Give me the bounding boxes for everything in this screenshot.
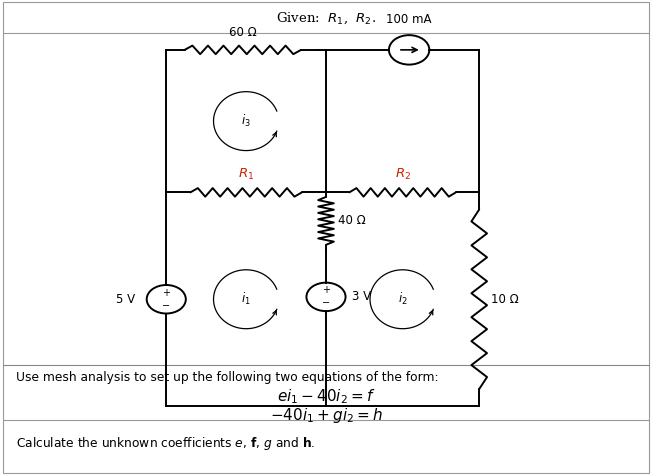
Text: +: + xyxy=(162,288,170,298)
Text: 100 mA: 100 mA xyxy=(387,13,432,26)
Text: $i_3$: $i_3$ xyxy=(241,113,251,129)
Text: $i_2$: $i_2$ xyxy=(398,291,408,307)
Text: Calculate the unknown coefficients $e$, $\mathbf{f}$, $g$ and $\mathbf{h}$.: Calculate the unknown coefficients $e$, … xyxy=(16,435,316,452)
Text: $-40i_1 + gi_2 = h$: $-40i_1 + gi_2 = h$ xyxy=(269,406,383,425)
Text: $ei_1 - 40i_2 = f$: $ei_1 - 40i_2 = f$ xyxy=(276,388,376,406)
Text: 40 Ω: 40 Ω xyxy=(338,214,366,228)
Text: −: − xyxy=(322,298,330,308)
Text: −: − xyxy=(162,301,170,311)
Text: +: + xyxy=(322,285,330,295)
Text: 60 Ω: 60 Ω xyxy=(229,27,257,39)
Text: $R_2$: $R_2$ xyxy=(394,167,411,182)
Text: 5 V: 5 V xyxy=(116,293,135,306)
Text: $i_1$: $i_1$ xyxy=(241,291,251,307)
Text: 3 V: 3 V xyxy=(352,290,371,304)
Text: $R_1$: $R_1$ xyxy=(238,167,254,182)
Text: 10 Ω: 10 Ω xyxy=(491,293,519,306)
Text: Use mesh analysis to set up the following two equations of the form:: Use mesh analysis to set up the followin… xyxy=(16,370,439,384)
Text: Given:  $R_1$,  $R_2$.: Given: $R_1$, $R_2$. xyxy=(276,10,376,26)
